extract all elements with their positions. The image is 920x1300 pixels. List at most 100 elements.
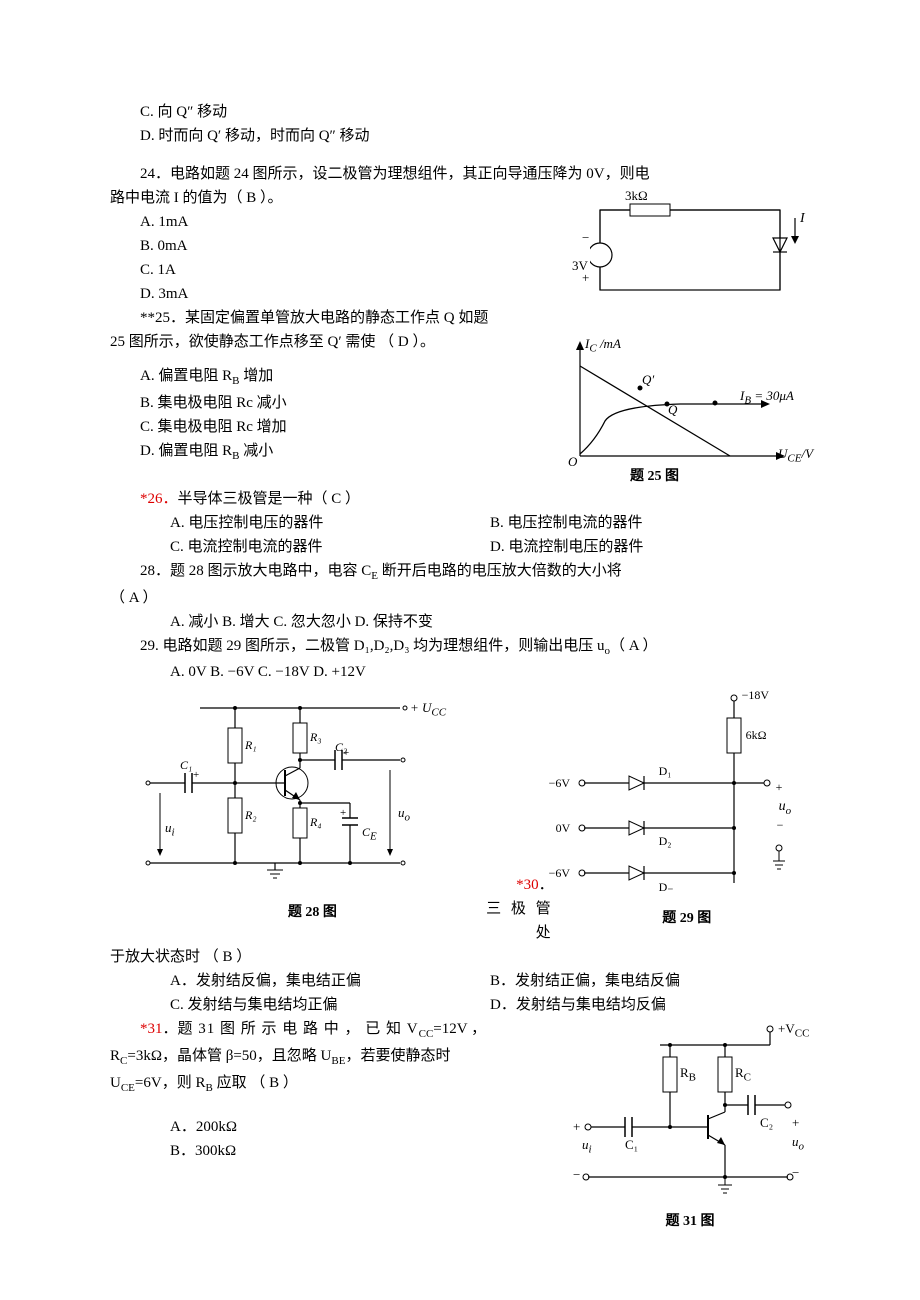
fig31-plus-out: + — [792, 1113, 799, 1134]
q25-origin: O — [568, 452, 577, 473]
fig28-c2: C₂ — [335, 738, 347, 757]
q28-block: 28．题 28 图示放大电路中，电容 CE 断开后电路的电压放大倍数的大小将 （… — [110, 559, 810, 634]
svg-text:+: + — [193, 769, 199, 781]
q24-plus: + — [582, 268, 589, 289]
q26-block: *26．半导体三极管是一种（ C ） A. 电压控制电压的器件 B. 电压控制电… — [110, 487, 810, 559]
fig28-ucc: + UCC — [410, 698, 446, 722]
q30-stem: 于放大状态时 （ B ） — [110, 945, 810, 969]
fig29-d1: D₁ — [659, 762, 672, 781]
q30-options-row2: C. 发射结与集电结均正偏 D．发射结与集电结均反偏 — [110, 993, 810, 1017]
q24-r-label: 3kΩ — [625, 186, 648, 207]
fig31-minus-in: − — [573, 1165, 580, 1186]
q24-figure: 3kΩ 3V − + I — [590, 200, 810, 310]
fig31-rb: RB — [680, 1063, 696, 1087]
q25-num: **25． — [140, 310, 185, 326]
q25-block: IC /mA UCE/V Q Q′ IB = 30μA O 题 25 图 **2… — [110, 306, 810, 465]
q24-minus: − — [582, 228, 589, 249]
q28-stem-line1: 28．题 28 图示放大电路中，电容 CE 断开后电路的电压放大倍数的大小将 — [140, 559, 810, 586]
q24-block: 3kΩ 3V − + I 24．电路如题 24 图所示，设二极管为理想组件，其正… — [110, 162, 810, 306]
fig29-v18: −18V — [742, 686, 769, 705]
q30-optA: A．发射结反偏，集电结正偏 — [170, 969, 490, 993]
q26-answer: C — [331, 491, 341, 507]
q24-stem-line1: 24．电路如题 24 图所示，设二极管为理想组件，其正向导通压降为 0V，则电 — [110, 162, 810, 186]
fig29-minus: − — [777, 816, 784, 835]
q26-optB: B. 电压控制电流的器件 — [490, 511, 810, 535]
q25-caption: 题 25 图 — [630, 466, 679, 488]
svg-text:+: + — [340, 807, 346, 819]
q31-num: *31 — [140, 1021, 163, 1037]
fig31-uo: uo — [792, 1132, 804, 1156]
q29-answer: A — [629, 638, 639, 654]
q26-optD: D. 电流控制电压的器件 — [490, 535, 810, 559]
q24-stem3: ）。 — [260, 190, 283, 206]
fig31-ui: ui — [582, 1135, 592, 1159]
q29-opts: A. 0V B. −6V C. −18V D. +12V — [170, 660, 810, 684]
q25-ylabel: IC /mA — [585, 334, 621, 358]
q30-optD: D．发射结与集电结均反偏 — [490, 993, 810, 1017]
q29-num: 29. — [140, 638, 159, 654]
fig31-c1: C₁ — [625, 1135, 638, 1156]
fig28-r4: R₄ — [310, 813, 322, 832]
q31-block: +VCC RB RC C₁ C₂ + − ui + − uo 题 31 图 *3… — [110, 1017, 810, 1163]
fig31-minus-out: − — [792, 1163, 799, 1184]
fig28-uo: uo — [398, 803, 410, 827]
q28-caption: 题 28 图 — [150, 902, 475, 924]
q26-optC: C. 电流控制电流的器件 — [170, 535, 490, 559]
q25-q-label: Q — [668, 400, 677, 421]
q28-opts: A. 减小 B. 增大 C. 忽大忽小 D. 保持不变 — [170, 610, 810, 634]
q29-stem: 29. 电路如题 29 图所示，二极管 D₁,D₂,D₃ 均为理想组件，则输出电… — [140, 634, 810, 661]
q25-ib-label: IB = 30μA — [740, 386, 794, 410]
fig28-ui: ui — [165, 818, 175, 842]
fig29-v0: 0V — [556, 819, 571, 838]
q23-optC: C. 向 Q″ 移动 — [140, 100, 810, 124]
q24-num: 24． — [140, 166, 170, 182]
q24-answer: B — [246, 190, 256, 206]
q26-num: *26． — [140, 491, 178, 507]
q26-options-row2: C. 电流控制电流的器件 D. 电流控制电压的器件 — [110, 535, 810, 559]
q25-qp-label: Q′ — [642, 370, 654, 391]
q25-stem3: ）。 — [412, 334, 435, 350]
q24-i-label: I — [800, 208, 805, 230]
q28-stem-line2: （ A ） — [110, 586, 810, 610]
fig28-r2: R₂ — [245, 806, 257, 825]
q23-optD: D. 时而向 Q′ 移动，时而向 Q″ 移动 — [140, 124, 810, 148]
fig29-d3: D₋ — [659, 878, 674, 897]
q30-optC: C. 发射结与集电结均正偏 — [170, 993, 490, 1017]
fig28-ce: CE — [362, 823, 377, 846]
fig31-c2: C₂ — [760, 1113, 773, 1134]
q30-num: *30 — [516, 877, 539, 893]
q26-stem: *26．半导体三极管是一种（ C ） — [140, 487, 810, 511]
q30-partial: *30． 三 极 管 处 — [475, 688, 554, 945]
q31-figure: +VCC RB RC C₁ C₂ + − ui + − uo 题 31 图 — [570, 1017, 810, 1233]
q24-stem2: 路中电流 I 的值为（ — [110, 190, 243, 206]
q25-xlabel: UCE/V — [778, 444, 813, 468]
q28-answer: A — [129, 590, 139, 606]
fig31-plus-in: + — [573, 1117, 580, 1138]
fig29-vn6a: −6V — [549, 774, 570, 793]
fig28-r3: R₃ — [310, 728, 322, 747]
q24-stem1: 电路如题 24 图所示，设二极管为理想组件，其正向导通压降为 0V，则电 — [170, 166, 650, 182]
fig31-vcc: +VCC — [778, 1019, 809, 1043]
fig29-r6k: 6kΩ — [746, 726, 767, 745]
q30-options-row1: A．发射结反偏，集电结正偏 B．发射结正偏，集电结反偏 — [110, 969, 810, 993]
q29-caption: 题 29 图 — [564, 908, 810, 930]
q30-block: 于放大状态时 （ B ） A．发射结反偏，集电结正偏 B．发射结正偏，集电结反偏… — [110, 945, 810, 1017]
q30-answer: B — [223, 949, 233, 965]
q28-figure: + + — [110, 688, 475, 945]
q31-answer: B — [269, 1075, 279, 1091]
q29-figure: −18V 6kΩ −6V 0V −6V D₁ D₂ D₋ + uo − 题 29… — [564, 688, 810, 945]
fig-row-28-29: + + — [110, 688, 810, 945]
q30-optB: B．发射结正偏，集电结反偏 — [490, 969, 810, 993]
q31-caption: 题 31 图 — [570, 1211, 810, 1233]
fig29-d2: D₂ — [659, 832, 672, 851]
fig29-plus: + — [776, 778, 783, 797]
fig28-r1: R₁ — [245, 736, 257, 755]
fig31-rc: RC — [735, 1063, 751, 1087]
q25-stem2: 25 图所示，欲使静态工作点移至 Q′ 需使 （ — [110, 334, 394, 350]
fig29-vn6b: −6V — [549, 864, 570, 883]
fig28-c1: C₁ — [180, 756, 192, 775]
q25-answer: D — [398, 334, 409, 350]
q29-block: 29. 电路如题 29 图所示，二极管 D₁,D₂,D₃ 均为理想组件，则输出电… — [110, 634, 810, 685]
q25-stem-line1: **25．某固定偏置单管放大电路的静态工作点 Q 如题 — [110, 306, 810, 330]
q26-options-row1: A. 电压控制电压的器件 B. 电压控制电流的器件 — [110, 511, 810, 535]
